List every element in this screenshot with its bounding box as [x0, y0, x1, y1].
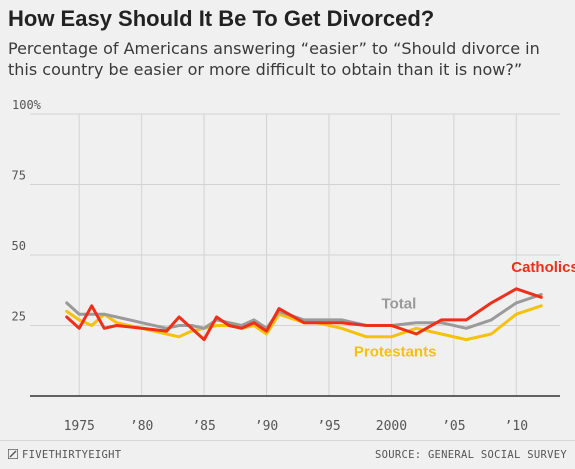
x-tick-label-2010: ’10 [505, 419, 528, 434]
series-line-protestants [65, 304, 543, 342]
x-tick-label-1975: 1975 [64, 419, 95, 434]
series-label-protestants: Protestants [354, 344, 437, 361]
series-line-catholics [65, 287, 543, 342]
series-line-total [65, 293, 543, 330]
y-tick-label-100: 100% [12, 98, 42, 112]
x-tick-label-1980: ’80 [130, 419, 153, 434]
chart-subtitle: Percentage of Americans answering “easie… [8, 39, 540, 79]
footer-bar: FIVETHIRTYEIGHT SOURCE: GENERAL SOCIAL S… [0, 440, 575, 469]
x-tick-label-1985: ’85 [192, 419, 215, 434]
line-chart: 25 50 75 100% 1975 ’80 ’85 ’90 ’95 2000 ’05 ’10 Cath… [12, 98, 575, 434]
x-tick-label-2000: 2000 [376, 419, 407, 434]
brand: FIVETHIRTYEIGHT [8, 449, 121, 461]
source-note: SOURCE: GENERAL SOCIAL SURVEY [374, 449, 567, 461]
series-label-catholics: Catholics [511, 259, 575, 276]
series-label-total: Total [382, 296, 417, 313]
chart-title: How Easy Should It Be To Get Divorced? [8, 6, 435, 31]
x-tick-label-2005: ’05 [442, 419, 465, 434]
y-tick-label-75: 75 [12, 169, 26, 183]
x-tick-label-1990: ’90 [255, 419, 278, 434]
brand-name: FIVETHIRTYEIGHT [22, 449, 122, 461]
x-tick-label-1995: ’95 [317, 419, 340, 434]
y-tick-label-25: 25 [12, 310, 26, 324]
fivethirtyeight-logo-icon [8, 449, 18, 459]
y-tick-label-50: 50 [12, 239, 26, 253]
